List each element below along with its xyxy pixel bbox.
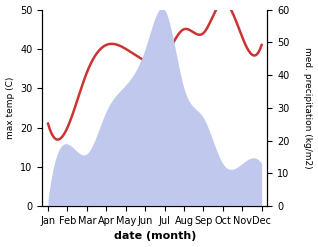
Y-axis label: max temp (C): max temp (C) xyxy=(5,77,15,139)
Y-axis label: med. precipitation (kg/m2): med. precipitation (kg/m2) xyxy=(303,47,313,169)
X-axis label: date (month): date (month) xyxy=(114,231,196,242)
